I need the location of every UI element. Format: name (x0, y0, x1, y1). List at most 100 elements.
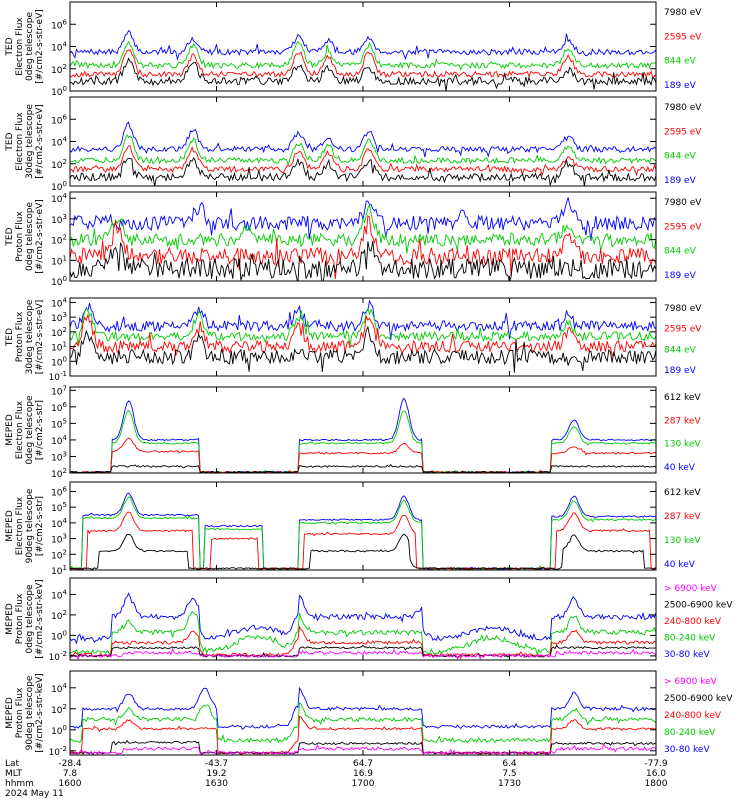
series-2500-6900-kev-line (70, 739, 656, 755)
y-tick-label: 104 (51, 192, 67, 205)
y-tick-label: 104 (51, 682, 67, 695)
y-axis-label: [#/cm2-s-str-keV] (35, 673, 45, 752)
y-axis-label: MEPED (5, 510, 15, 542)
legend-label: 612 keV (664, 488, 701, 498)
series-844-ev-line (70, 203, 656, 254)
legend-label: 287 keV (664, 416, 701, 426)
y-tick-label: 104 (51, 588, 67, 601)
series-30-80-kev-line (70, 592, 656, 645)
panel-frame (69, 481, 657, 571)
y-axis-label: Proton Flux (15, 311, 25, 362)
legend-label: 80-240 keV (664, 634, 716, 644)
y-axis-label: [#/cm2-s-str-eV] (35, 9, 45, 84)
y-tick-label: 100 (51, 724, 67, 737)
series-240-800-kev-line (70, 625, 656, 660)
x-tick-label: -28.4 (58, 759, 82, 769)
y-tick-label: 104 (51, 296, 67, 309)
x-tick-label: -77.9 (644, 759, 668, 769)
series-189-ev-line (70, 299, 656, 341)
legend-label: 844 eV (664, 345, 697, 355)
y-axis-label: Electron Flux (15, 400, 25, 459)
y-tick-label: 104 (51, 517, 67, 530)
legend-label: 30-80 keV (664, 745, 710, 755)
legend-label: 287 keV (664, 512, 701, 522)
series-2595-ev-line (70, 48, 656, 79)
series-189-ev-line (70, 29, 656, 61)
y-axis-label: 90deg telescope (25, 675, 35, 750)
y-axis-label: [#/cm2-s-str-eV] (35, 300, 45, 375)
legend-label: > 6900 keV (664, 677, 718, 687)
legend-label: 130 keV (664, 440, 701, 450)
series-189-ev-line (70, 121, 656, 158)
y-tick-label: 102 (51, 548, 67, 561)
y-tick-label: 10-2 (49, 650, 67, 663)
legend-label: 130 keV (664, 536, 701, 546)
legend-label: 189 eV (664, 366, 697, 376)
legend-label: 80-240 keV (664, 728, 716, 738)
y-axis-label: TED (5, 37, 15, 56)
y-tick-label: 106 (51, 18, 67, 31)
panel-3: 104 103 102 101 100 TED Proton Flux 0deg telesc… (5, 191, 702, 288)
y-axis-label: 0deg telescope (25, 395, 35, 465)
legend-label: 189 eV (664, 176, 697, 186)
x-tick-label: 7.8 (63, 769, 78, 779)
x-tick-label: -43.7 (205, 759, 228, 769)
legend-label: 844 eV (664, 57, 697, 67)
series-80-240-kev-line (70, 702, 656, 744)
legend-label: 30-80 keV (664, 650, 710, 660)
y-tick-label: 100 (51, 355, 67, 368)
y-tick-label: 102 (51, 467, 67, 480)
y-tick-label: 101 (51, 341, 67, 354)
panel-1: 106 104 102 100 TED Electron Flux 0deg telesco… (5, 1, 702, 98)
legend-label: 7980 eV (664, 8, 702, 18)
y-axis-label: 90deg telescope (25, 488, 35, 563)
legend-label: > 6900 keV (664, 584, 718, 594)
y-tick-label: 103 (51, 213, 67, 226)
y-axis-label: [#/cm2-s-str] (35, 400, 45, 460)
y-tick-label: 105 (51, 417, 67, 430)
y-tick-label: 102 (51, 703, 67, 716)
y-axis-label: [#/cm2-s-str-eV] (35, 104, 45, 179)
series-844-ev-line (70, 307, 656, 346)
y-axis-label: TED (5, 328, 15, 347)
y-axis-label: Proton Flux (15, 211, 25, 262)
legend-label: 2500-6900 keV (664, 694, 733, 704)
y-axis-label: 30deg telescope (25, 299, 35, 374)
legend-label: 240-800 keV (664, 711, 722, 721)
y-axis-label: MEPED (5, 697, 15, 729)
series-612-kev-line (70, 464, 656, 473)
y-tick-label: 106 (51, 113, 67, 126)
x-tick-label: 6.4 (502, 759, 517, 769)
y-tick-label: 101 (51, 564, 67, 577)
y-tick-label: 100 (51, 629, 67, 642)
panel-7: 104 102 100 10-2 MEPED Proton Flux 0deg telesc… (5, 577, 733, 663)
series-844-ev-line (70, 134, 656, 167)
panel-5: 107 106 105 104 103 102 MEPED Electron Flux 0deg… (5, 384, 701, 480)
series-2595-ev-line (70, 215, 656, 279)
y-axis-label: Proton Flux (15, 593, 25, 644)
x-tick-label: 7.5 (502, 769, 516, 779)
legend-label: 2500-6900 keV (664, 601, 733, 611)
y-tick-label: 102 (51, 234, 67, 247)
panel-frame (69, 1, 657, 92)
legend-label: 2595 eV (664, 32, 702, 42)
x-tick-label: 1800 (645, 779, 668, 789)
series-7980-ev-line (70, 57, 656, 91)
y-tick-label: 10-1 (49, 370, 67, 383)
y-tick-label: 102 (51, 609, 67, 622)
y-tick-label: 101 (51, 254, 67, 267)
y-tick-label: 103 (51, 533, 67, 546)
legend-label: 844 eV (664, 152, 697, 162)
series-40-kev-line (70, 492, 656, 570)
x-tick-label: 1630 (205, 779, 228, 789)
y-axis-label: Electron Flux (15, 17, 25, 76)
legend-label: 2595 eV (664, 325, 702, 335)
y-axis-label: TED (5, 132, 15, 151)
series-240-800-kev-line (70, 715, 656, 755)
y-tick-label: 102 (51, 326, 67, 339)
y-tick-label: 10-2 (49, 745, 67, 758)
y-tick-label: 102 (51, 63, 67, 76)
series-80-240-kev-line (70, 610, 656, 657)
